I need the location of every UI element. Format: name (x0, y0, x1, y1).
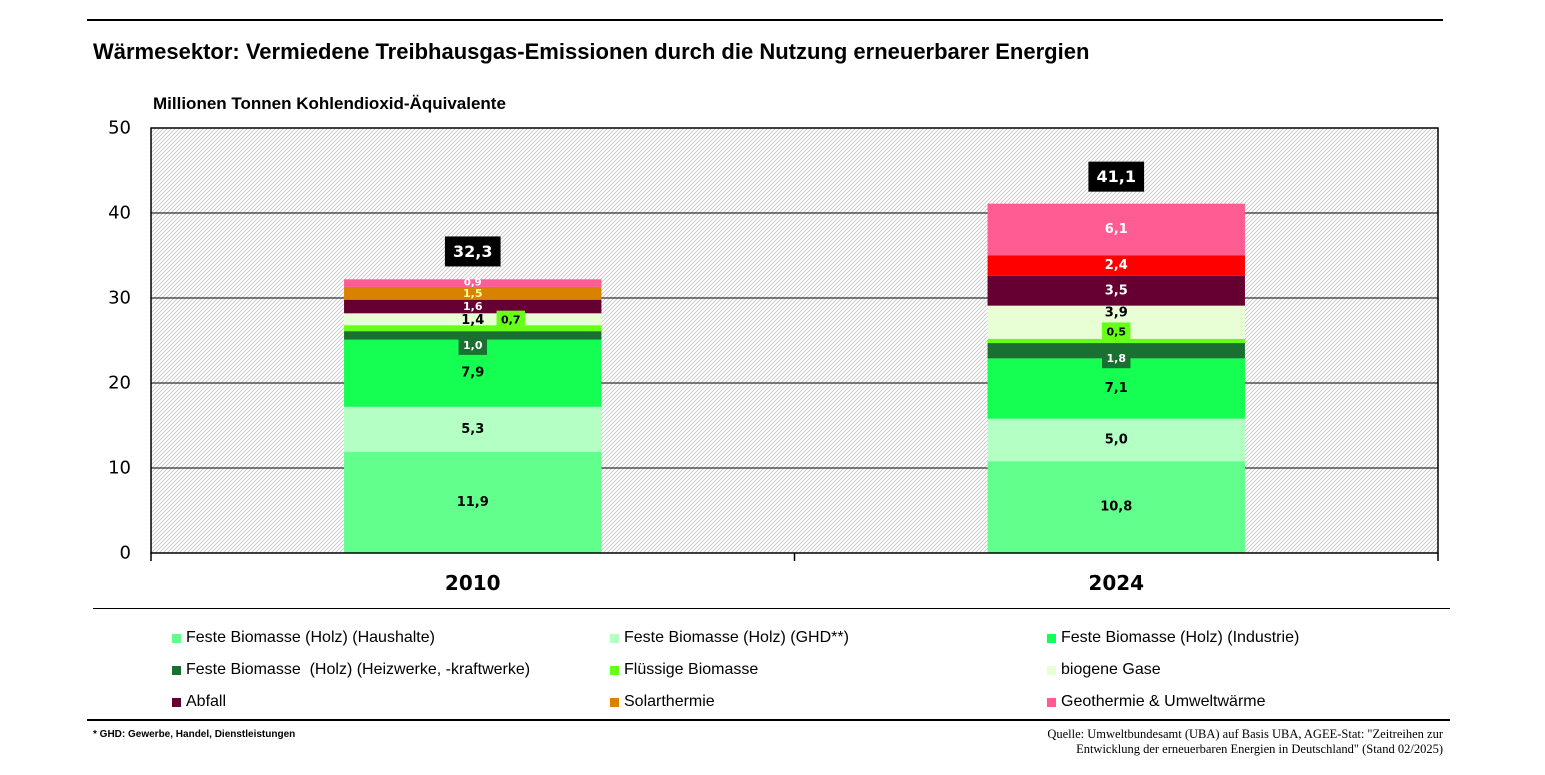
total-label-2010: 32,3 (453, 242, 492, 261)
value-label-2010-4: 1,0 (463, 339, 483, 352)
bar-segment-2010-2 (344, 406, 602, 452)
bar-segment-2024-2 (987, 418, 1245, 462)
legend-item-9: Geothermie & Umweltwärme (1047, 692, 1266, 712)
value-label-2010-7: 1,6 (463, 300, 483, 313)
bottom-rule (87, 719, 1450, 721)
legend-item-6: biogene Gase (1047, 660, 1161, 680)
legend-item-8: Solarthermie (610, 692, 715, 712)
value-label-2024-2: 5,0 (1105, 432, 1128, 447)
legend-item-7: Abfall (172, 692, 226, 712)
y-tick-label-0: 0 (120, 543, 131, 564)
total-label-box-2024 (1088, 161, 1145, 192)
bar-segment-2010-7 (344, 299, 602, 314)
y-tick-label-10: 10 (108, 458, 131, 479)
x-tick-label-2024: 2024 (1088, 571, 1144, 595)
legend-label: Flüssige Biomasse (624, 661, 759, 678)
axes: 0 10 20 30 40 50 2010 2024 (108, 118, 1439, 595)
bar-segment-2010-4 (344, 331, 602, 340)
value-label-box-2024-4 (1102, 349, 1131, 369)
footnote: * GHD: Gewerbe, Handel, Dienstleistungen (93, 729, 296, 740)
value-label-2024-8: 2,4 (1105, 258, 1128, 273)
value-label-2010-1: 11,9 (457, 495, 489, 510)
value-label-2010-6: 1,4 (461, 313, 484, 328)
value-label-2024-9: 6,1 (1105, 222, 1128, 237)
legend-swatch (172, 633, 181, 643)
source-line-1: Quelle: Umweltbundesamt (UBA) auf Basis … (1047, 727, 1443, 741)
bar-segment-2024-8 (987, 255, 1245, 276)
value-label-2010-8: 1,5 (463, 287, 483, 300)
total-label-2024: 41,1 (1097, 167, 1136, 186)
y-tick-label-20: 20 (108, 373, 131, 394)
source-note: Quelle: Umweltbundesamt (UBA) auf Basis … (1047, 727, 1443, 757)
legend-label: biogene Gase (1061, 661, 1161, 678)
legend-label: Feste Biomasse (Holz) (GHD**) (624, 629, 849, 646)
legend-item-4: Feste Biomasse (Holz) (Heizwerke, -kraft… (172, 660, 530, 680)
bar-segment-2010-1 (344, 451, 602, 553)
bar-segment-2010-8 (344, 286, 602, 300)
legend-item-5: Flüssige Biomasse (610, 660, 758, 680)
legend-label: Feste Biomasse (Holz) (Haushalte) (186, 629, 435, 646)
legend-label: Abfall (186, 693, 227, 710)
bar-segment-2024-1 (987, 461, 1245, 553)
y-tick-label-30: 30 (108, 288, 131, 309)
bar-segment-2024-7 (987, 275, 1245, 306)
legend-swatch (610, 633, 619, 643)
legend-item-3: Feste Biomasse (Holz) (Industrie) (1047, 628, 1299, 648)
legend-label: Geothermie & Umweltwärme (1061, 693, 1266, 710)
value-labels: 11,9 5,3 7,9 1,0 0,7 1,41,61,50,9 32,3 10,8 5,0 7… (444, 161, 1145, 515)
legend-label: Feste Biomasse (Holz) (Heizwerke, -kraft… (186, 661, 531, 678)
legend-swatch (1047, 697, 1056, 707)
legend-swatch (1047, 665, 1056, 675)
legend-top-rule (93, 608, 1450, 609)
value-label-2024-3: 7,1 (1105, 381, 1128, 396)
value-label-2010-9: 0,9 (464, 278, 482, 289)
bar-segment-2010-9 (344, 279, 602, 287)
bar-segment-2024-3 (987, 358, 1245, 419)
legend-item-1: Feste Biomasse (Holz) (Haushalte) (172, 628, 435, 648)
legend-item-2: Feste Biomasse (Holz) (GHD**) (610, 628, 849, 648)
legend-swatch (172, 697, 181, 707)
value-label-2010-5: 0,7 (501, 314, 521, 327)
chart-title: Wärmesektor: Vermiedene Treibhausgas-Emi… (93, 39, 1090, 64)
legend-swatch (610, 665, 619, 675)
legend-swatch (610, 697, 619, 707)
legend-swatch (1047, 633, 1056, 643)
value-label-2024-1: 10,8 (1100, 500, 1132, 515)
source-line-2: Entwicklung der erneuerbaren Energien in… (1076, 742, 1443, 756)
y-tick-label-40: 40 (108, 203, 131, 224)
value-label-2010-3: 7,9 (461, 366, 484, 381)
value-label-2010-2: 5,3 (461, 422, 484, 437)
top-rule (87, 19, 1443, 21)
value-label-2024-4: 1,8 (1107, 352, 1127, 365)
y-axis-title: Millionen Tonnen Kohlendioxid-Äquivalent… (153, 94, 506, 113)
legend-label: Feste Biomasse (Holz) (Industrie) (1061, 629, 1300, 646)
bar-segment-2024-9 (987, 203, 1245, 256)
value-label-2024-7: 3,5 (1105, 283, 1128, 298)
bar-segment-2010-6 (344, 313, 602, 326)
value-label-box-2010-5 (496, 310, 525, 330)
bar-stacks (344, 203, 1245, 553)
x-tick-label-2010: 2010 (445, 571, 501, 595)
total-label-box-2010 (444, 236, 501, 267)
bar-segment-2010-5 (344, 325, 602, 332)
legend-swatch (172, 665, 181, 675)
value-label-2024-5: 0,5 (1107, 325, 1127, 338)
legend-label: Solarthermie (624, 693, 715, 710)
y-tick-label-50: 50 (108, 118, 131, 139)
value-label-box-2010-4 (458, 335, 487, 355)
value-label-2024-6: 3,9 (1105, 306, 1128, 321)
value-label-box-2024-5 (1102, 322, 1131, 342)
